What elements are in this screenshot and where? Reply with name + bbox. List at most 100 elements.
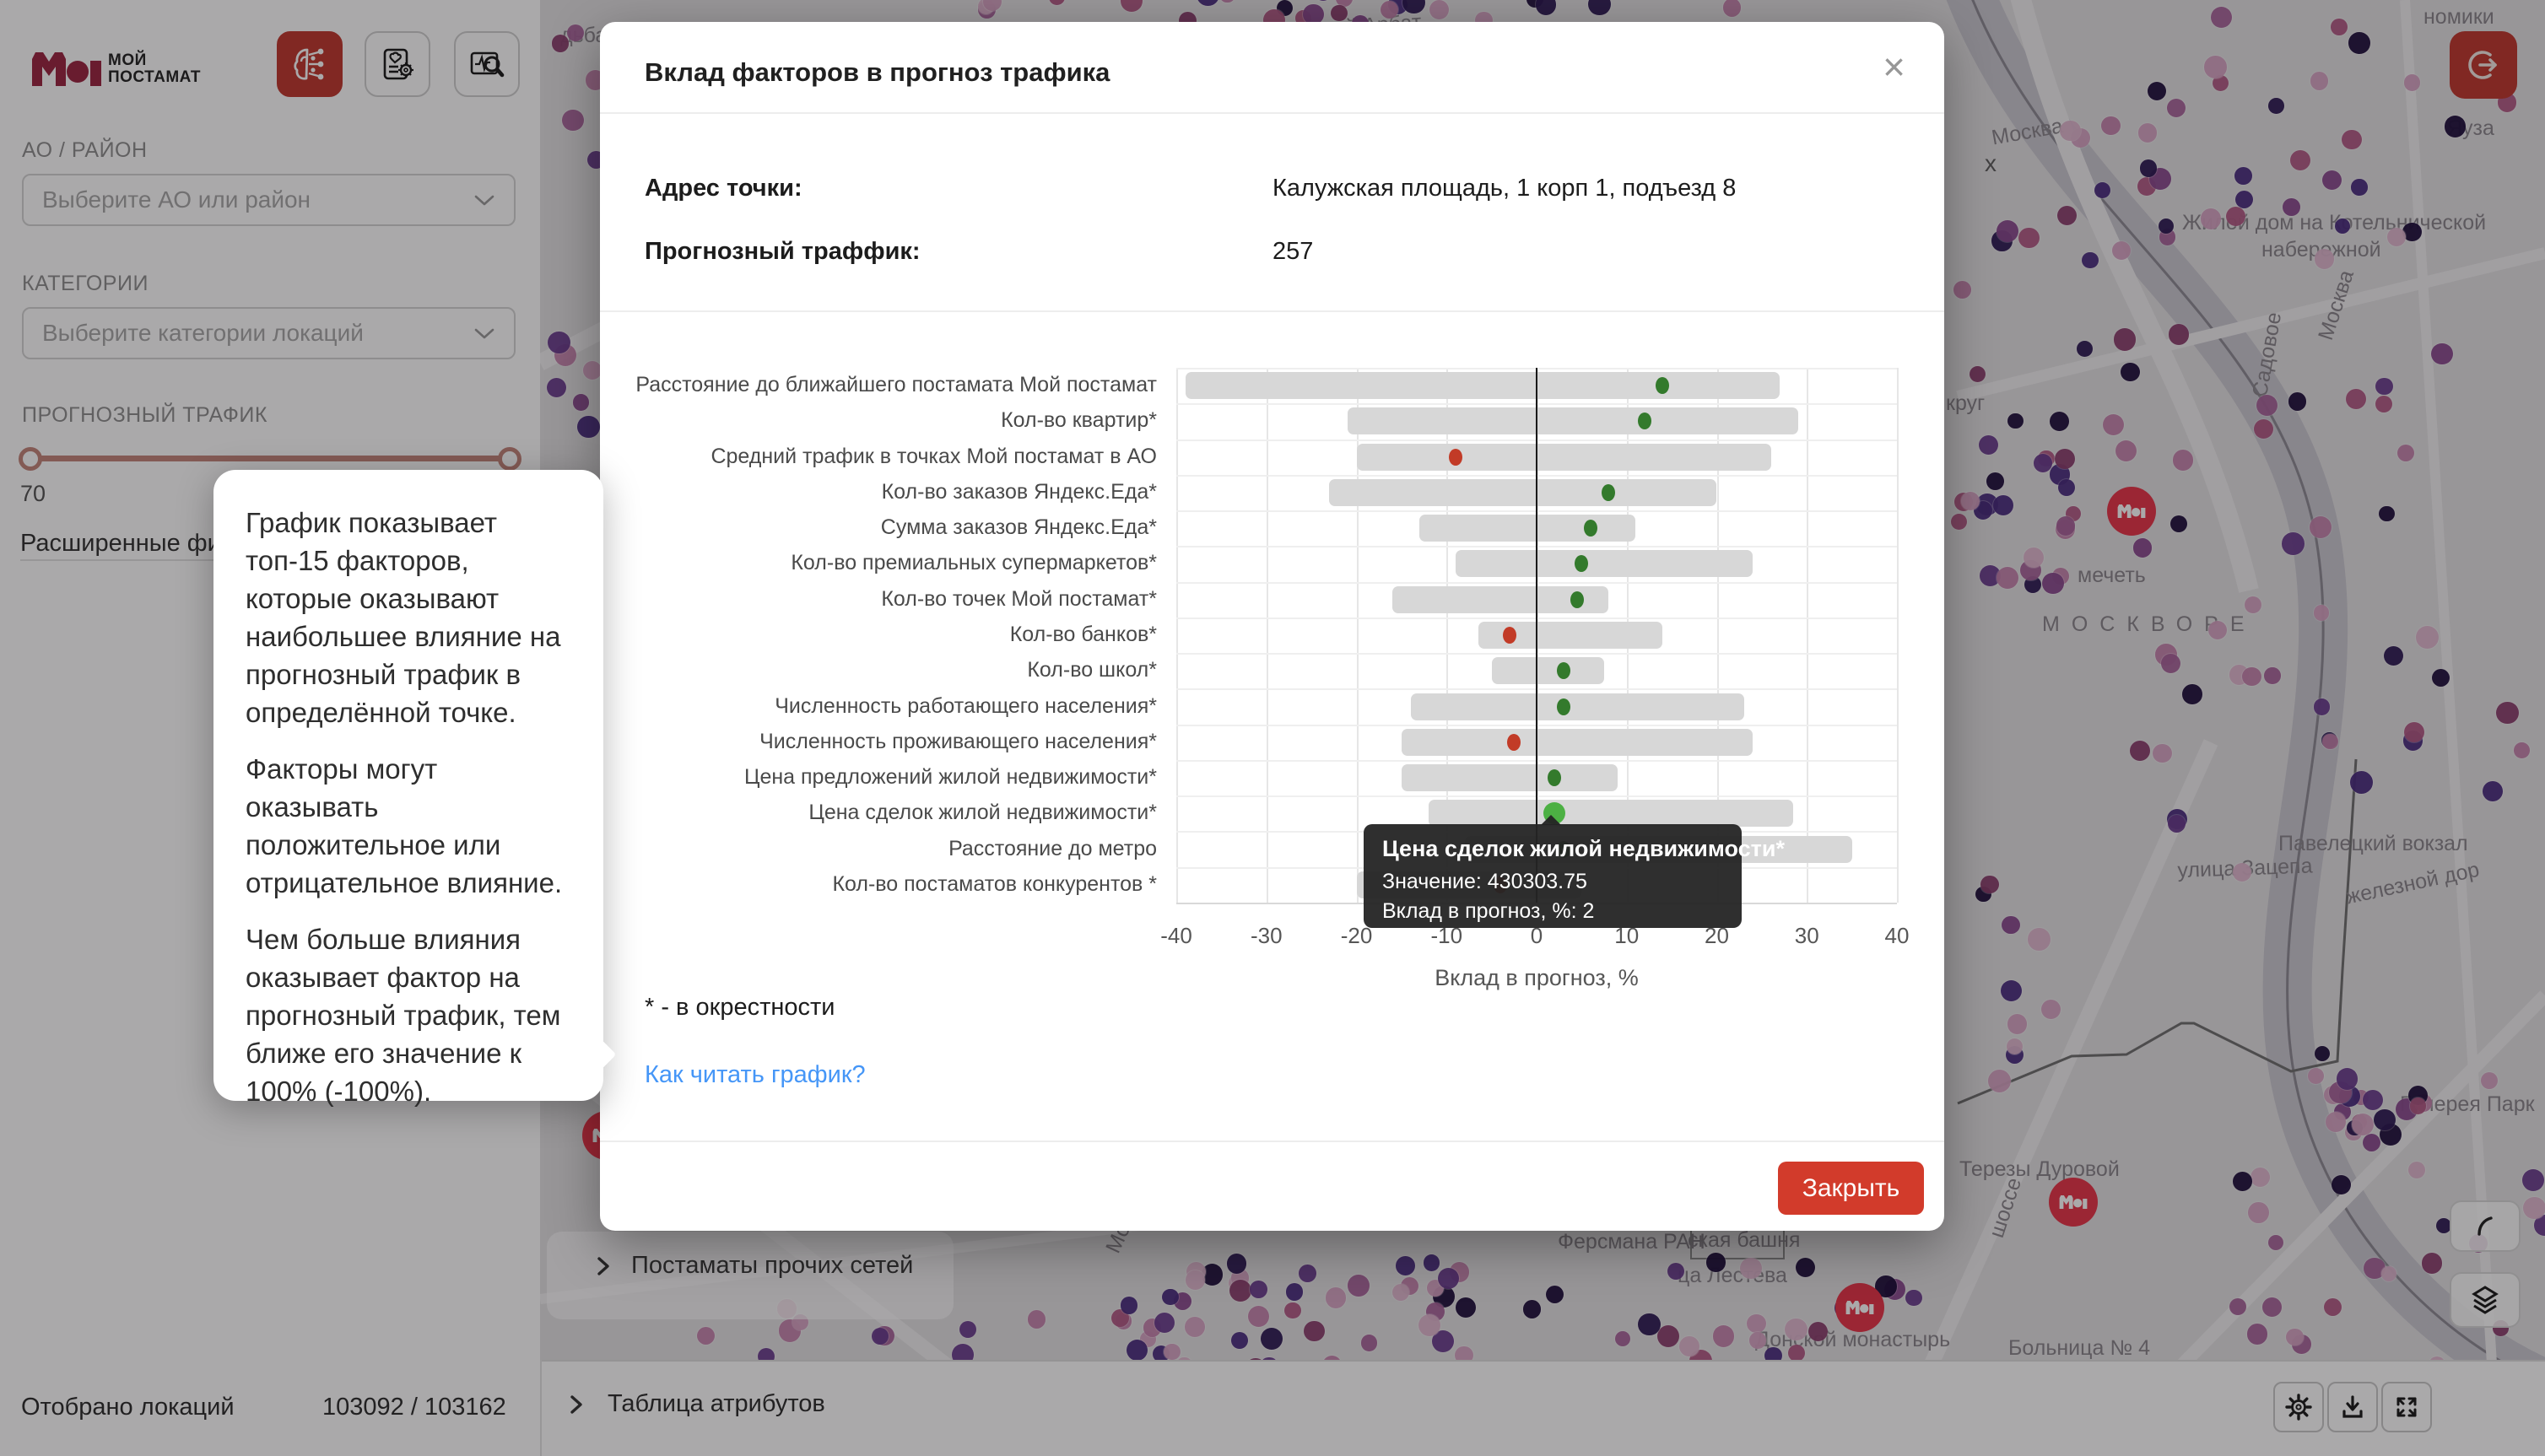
factor-value-dot[interactable] [1507, 733, 1521, 751]
brand-locker-marker[interactable] [2107, 487, 2156, 536]
location-dot [1186, 1270, 1205, 1290]
location-dot [2167, 814, 2186, 833]
location-dot [1986, 472, 2004, 491]
how-to-read-link[interactable]: Как читать график? [645, 1061, 866, 1088]
factor-range-bar[interactable] [1419, 515, 1636, 542]
chevron-down-icon [473, 193, 495, 207]
location-dot [1121, 0, 1143, 13]
location-dot [2435, 1217, 2452, 1233]
location-dot [2147, 82, 2166, 101]
brand-locker-marker[interactable] [1835, 1283, 1884, 1332]
location-dot [2056, 516, 2076, 536]
download-button[interactable] [2327, 1382, 2378, 1432]
factor-value-dot[interactable] [1570, 590, 1585, 608]
location-dot [2283, 197, 2301, 216]
location-dot [2522, 1169, 2545, 1192]
close-icon[interactable]: × [1883, 45, 1905, 89]
location-dot [1396, 1256, 1416, 1276]
ao-district-select[interactable]: Выберите АО или район [22, 174, 516, 226]
factor-value-dot[interactable] [1502, 627, 1516, 644]
factor-value-dot[interactable] [1557, 698, 1571, 715]
traffic-range-slider[interactable] [30, 456, 509, 461]
factor-range-bar[interactable] [1401, 764, 1618, 792]
fullscreen-button[interactable] [2381, 1382, 2432, 1432]
factor-label: Цена предложений жилой недвижимости* [743, 765, 1157, 790]
factor-range-bar[interactable] [1185, 372, 1780, 400]
factor-range-bar[interactable] [1329, 478, 1717, 506]
factor-range-bar[interactable] [1410, 693, 1744, 720]
ai-forecast-tab-button[interactable] [277, 31, 343, 97]
location-dot [1992, 495, 2013, 516]
draw-curve-button[interactable] [2450, 1200, 2521, 1252]
factor-label: Кол-во точек Мой постамат* [881, 586, 1157, 611]
zero-line [1536, 368, 1537, 903]
attributes-table-toggle[interactable]: Таблица атрибутов [567, 1390, 825, 1418]
location-dot [1304, 1320, 1325, 1342]
close-modal-button[interactable]: Закрыть [1778, 1162, 1924, 1215]
factor-range-bar[interactable] [1347, 407, 1798, 435]
location-dot [1722, 0, 1742, 18]
location-dot [2204, 56, 2227, 78]
location-dot [2251, 1167, 2271, 1188]
traffic-slider-handle-max[interactable] [498, 447, 521, 471]
factor-value-dot[interactable] [1575, 555, 1589, 573]
tooltip-contribution: Вклад в прогноз, %: 2 [1382, 899, 1595, 923]
location-dot [572, 394, 590, 411]
location-dot [2210, 7, 2232, 29]
report-settings-tab-button[interactable] [365, 31, 430, 97]
map-street-label: ская башня [1688, 1228, 1801, 1252]
factor-value-dot[interactable] [1557, 662, 1571, 680]
tooltip-factor-name: Цена сделок жилой недвижимости* [1382, 836, 1785, 861]
factor-label: Численность работающего населения* [775, 693, 1157, 718]
factor-value-dot[interactable] [1584, 520, 1598, 537]
location-dot [2115, 439, 2137, 462]
location-dot [2402, 222, 2422, 242]
factor-range-bar[interactable] [1401, 728, 1753, 756]
location-dot [2331, 1174, 2352, 1195]
factor-label: Кол-во постаматов конкурентов * [832, 871, 1157, 896]
categories-select[interactable]: Выберите категории локаций [22, 307, 516, 359]
layers-button[interactable] [2450, 1272, 2521, 1328]
factor-value-dot[interactable] [1448, 448, 1462, 466]
location-dot [2267, 98, 2284, 114]
other-networks-toggle[interactable]: Постаматы прочих сетей [594, 1252, 913, 1280]
location-dot [2480, 1071, 2498, 1089]
location-dot [1229, 1280, 1252, 1302]
location-dot [1712, 1325, 1735, 1347]
selected-locations-label: Отобрано локаций [21, 1394, 235, 1421]
location-dot [2229, 1298, 2247, 1316]
location-dot [2383, 645, 2403, 666]
location-dot [2182, 683, 2202, 704]
location-dot [1418, 1313, 1441, 1337]
analytics-search-tab-button[interactable] [454, 31, 520, 97]
categories-label: КАТЕГОРИИ [22, 272, 149, 295]
location-dot [2041, 1000, 2061, 1020]
location-dot [1951, 514, 1968, 531]
factor-range-bar[interactable] [1428, 800, 1794, 828]
factor-range-bar[interactable] [1356, 443, 1771, 471]
factor-value-dot[interactable] [1548, 769, 1562, 787]
factor-range-bar[interactable] [1491, 657, 1605, 685]
gridline [1266, 368, 1268, 903]
location-dot [2404, 722, 2425, 743]
traffic-slider-handle-min[interactable] [19, 447, 42, 471]
location-dot [2444, 115, 2467, 138]
factor-value-dot[interactable] [1638, 413, 1652, 430]
map-popup-close-icon[interactable]: х [1985, 150, 1997, 176]
settings-button[interactable] [2273, 1382, 2324, 1432]
factor-value-dot[interactable] [1602, 483, 1616, 501]
location-dot [2264, 667, 2281, 684]
download-icon [2338, 1393, 2367, 1421]
location-dot [2042, 572, 2064, 594]
brand-logo-icon [32, 52, 101, 86]
brand-locker-marker[interactable] [2049, 1178, 2098, 1227]
location-dot [551, 35, 570, 53]
factor-range-bar[interactable] [1455, 550, 1753, 578]
location-dot [1749, 1332, 1766, 1349]
factor-value-dot[interactable] [1656, 377, 1670, 395]
location-dot [2431, 668, 2450, 688]
other-networks-panel [547, 1232, 954, 1319]
map-street-label: мечеть [2078, 564, 2146, 587]
location-dot [2396, 444, 2414, 461]
logout-button[interactable] [2450, 31, 2517, 99]
